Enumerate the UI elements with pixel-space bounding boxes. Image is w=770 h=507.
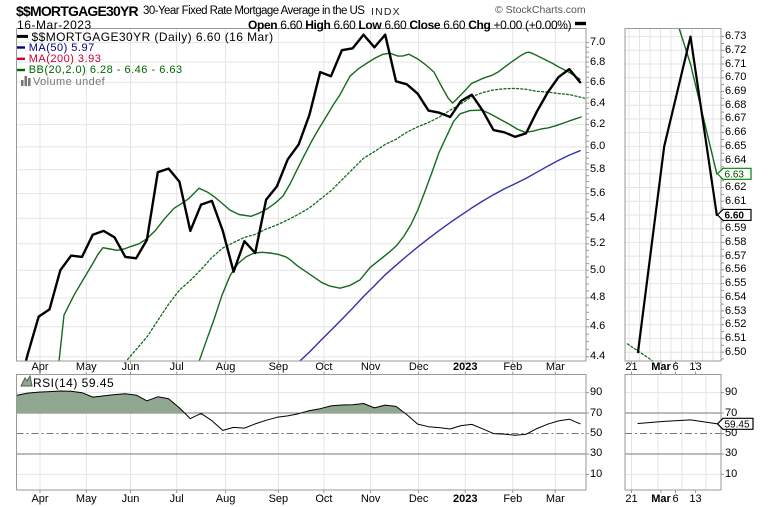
svg-text:59.45: 59.45 [725, 420, 750, 431]
svg-text:6.63: 6.63 [725, 170, 745, 181]
svg-text:6.60: 6.60 [725, 211, 745, 222]
